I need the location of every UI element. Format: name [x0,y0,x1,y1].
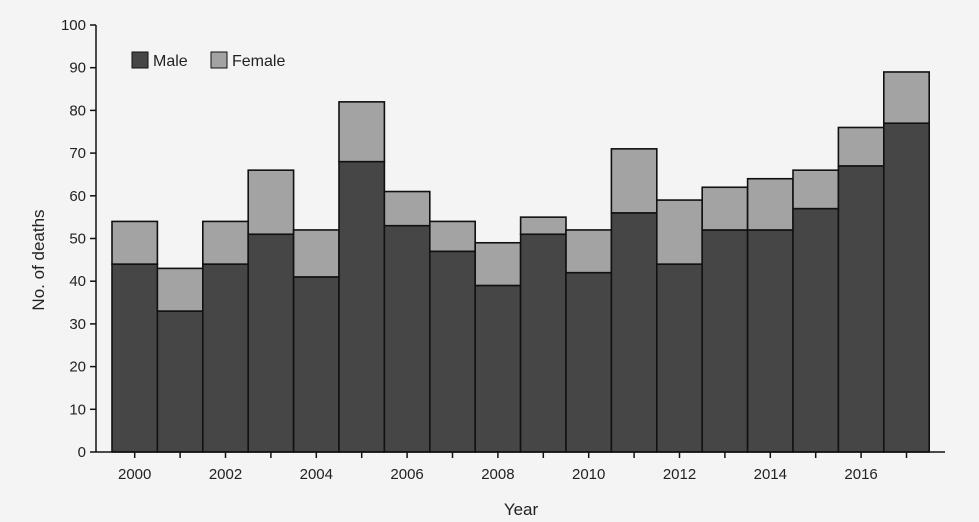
bar-male-2017 [882,122,930,453]
x-tick-label: 2004 [300,466,333,483]
bars-group [111,71,930,453]
bar-female-2002 [202,220,250,265]
y-tick-label: 20 [69,359,86,376]
bar-female-2007 [428,220,476,253]
x-tick-label: 2010 [572,466,605,483]
y-tick-label: 0 [78,444,86,461]
bar-male-2000 [111,263,159,453]
y-axis: 0 10 20 30 40 50 60 70 80 90 100 [61,17,97,461]
y-tick-label: 50 [69,231,86,248]
bar-female-2008 [474,241,522,287]
bar-female-2006 [383,190,431,227]
legend-swatch-male [131,51,149,69]
bar-female-2017 [882,71,930,125]
bar-male-2011 [610,212,658,453]
bar-male-2016 [837,165,885,453]
y-tick-label: 90 [69,60,86,77]
bar-female-2009 [519,216,567,236]
bar-female-2010 [565,229,613,274]
bar-male-2015 [792,207,840,453]
bar-male-2008 [474,284,522,453]
bar-male-2004 [292,276,340,453]
y-tick-label: 60 [69,188,86,205]
bar-male-2012 [655,263,703,453]
bar-female-2014 [746,177,794,231]
x-tick-label: 2016 [844,466,877,483]
bar-female-2005 [338,101,386,163]
bar-female-2013 [701,186,749,231]
bar-male-2005 [338,160,386,453]
y-tick-label: 40 [69,273,86,290]
x-tick-label: 2002 [209,466,242,483]
x-axis: 2000 2002 2004 2006 2008 2010 2012 2014 2016 [96,451,945,483]
x-tick-label: 2008 [481,466,514,483]
bar-female-2003 [247,169,295,236]
legend-swatch-female [210,51,228,69]
bar-male-2003 [247,233,295,453]
bar-male-2010 [565,271,613,453]
bar-female-2015 [792,169,840,210]
bar-female-2011 [610,148,658,214]
legend-label-male: Male [153,53,188,70]
legend-label-female: Female [232,53,285,70]
bar-female-2004 [292,229,340,278]
x-axis-title: Year [504,500,539,519]
bar-female-2001 [156,267,204,312]
bar-female-2012 [655,199,703,265]
bar-male-2014 [746,229,794,453]
bar-male-2001 [156,310,204,453]
bar-male-2006 [383,224,431,453]
bar-male-2007 [428,250,476,453]
x-tick-label: 2006 [390,466,423,483]
bar-male-2013 [701,229,749,453]
x-tick-label: 2012 [663,466,696,483]
y-axis-title: No. of deaths [29,209,48,310]
bar-female-2016 [837,126,885,167]
y-tick-label: 100 [61,17,86,34]
bar-male-2002 [202,263,250,453]
x-tick-label: 2000 [118,466,151,483]
y-tick-label: 30 [69,316,86,333]
x-tick-label: 2014 [754,466,787,483]
y-tick-label: 80 [69,102,86,119]
bar-female-2000 [111,220,159,265]
y-tick-label: 70 [69,145,86,162]
bar-male-2009 [519,233,567,453]
y-tick-label: 10 [69,401,86,418]
legend: Male Female [131,51,285,70]
